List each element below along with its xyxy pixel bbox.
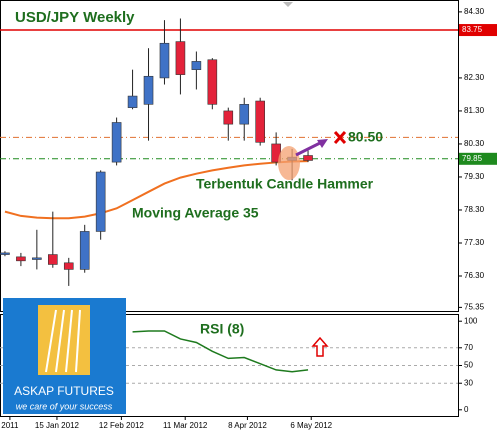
y-tick-label: 81.30 bbox=[464, 106, 485, 115]
candle-body bbox=[239, 104, 250, 125]
rsi-tick-label: 100 bbox=[464, 316, 478, 325]
ma-label: Moving Average 35 bbox=[132, 205, 259, 221]
up-arrow bbox=[311, 336, 329, 357]
candle-body bbox=[16, 256, 26, 262]
y-tick-label: 77.30 bbox=[464, 238, 485, 247]
y-tick-label: 75.35 bbox=[464, 302, 485, 311]
candle-body bbox=[159, 42, 170, 79]
x-tick-label: 8 Apr 2012 bbox=[228, 421, 267, 430]
candle-body bbox=[223, 110, 234, 125]
target-label: 80.50 bbox=[348, 129, 383, 145]
x-tick-label: 2011 bbox=[1, 421, 19, 430]
y-tick-label: 80.30 bbox=[464, 139, 485, 148]
x-tick-label: 11 Mar 2012 bbox=[163, 421, 208, 430]
rsi-tick-label: 0 bbox=[464, 405, 469, 414]
rsi-tick-label: 30 bbox=[464, 378, 473, 387]
candle-body bbox=[48, 254, 58, 265]
candle-body bbox=[143, 75, 154, 105]
y-tick-label: 79.30 bbox=[464, 172, 485, 181]
candle-body bbox=[79, 231, 90, 270]
candle-body bbox=[32, 257, 42, 260]
candle-body bbox=[207, 59, 218, 105]
y-tick-label: 76.30 bbox=[464, 271, 485, 280]
logo-tagline: we care of your success bbox=[16, 401, 113, 411]
candle-body bbox=[0, 252, 10, 255]
level-tag bbox=[459, 24, 497, 37]
level-label: 83.75 bbox=[462, 25, 483, 34]
arrow-head bbox=[317, 139, 328, 148]
x-tick-label: 15 Jan 2012 bbox=[35, 421, 80, 430]
rsi-label: RSI (8) bbox=[200, 321, 244, 337]
x-tick-label: 12 Feb 2012 bbox=[99, 421, 144, 430]
highlight bbox=[278, 146, 300, 180]
rsi-line bbox=[132, 330, 309, 373]
y-tick-label: 78.30 bbox=[464, 205, 485, 214]
marker bbox=[283, 2, 293, 7]
candle-body bbox=[191, 61, 202, 70]
x-mark bbox=[333, 130, 347, 145]
y-tick-label: 84.30 bbox=[464, 7, 485, 16]
candle-body bbox=[303, 155, 313, 161]
candle-body bbox=[111, 122, 122, 163]
x-tick-label: 6 May 2012 bbox=[290, 421, 332, 430]
level-label: 79.85 bbox=[462, 154, 483, 163]
price-panel bbox=[0, 0, 459, 312]
rsi-tick-label: 70 bbox=[464, 343, 473, 352]
chart-title: USD/JPY Weekly bbox=[15, 9, 135, 26]
arrow bbox=[295, 140, 323, 157]
y-tick-label: 82.30 bbox=[464, 73, 485, 82]
rsi-tick-label: 50 bbox=[464, 361, 473, 370]
level-tag bbox=[459, 152, 497, 165]
candle-body bbox=[255, 100, 265, 143]
annotation: Terbentuk Candle Hammer bbox=[196, 176, 374, 192]
candle-body bbox=[95, 171, 106, 232]
logo-lines bbox=[45, 309, 81, 373]
candle-body bbox=[175, 41, 186, 75]
logo-title: ASKAP FUTURES bbox=[14, 384, 114, 398]
candle-body bbox=[63, 262, 74, 270]
moving-average bbox=[4, 160, 309, 220]
logo: ASKAP FUTURES we care of your success bbox=[3, 298, 126, 414]
candle-body bbox=[127, 95, 138, 108]
